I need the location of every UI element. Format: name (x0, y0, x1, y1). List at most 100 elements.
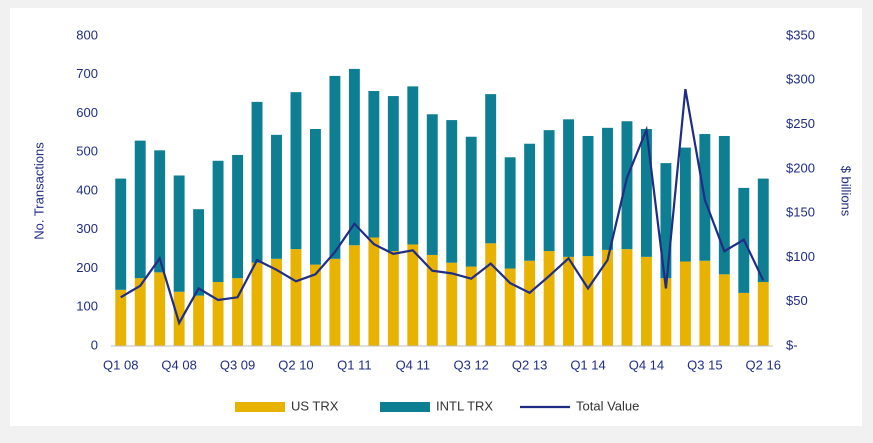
bar-segment (621, 249, 633, 346)
bar-segment (134, 278, 146, 346)
bar-segment (348, 68, 360, 246)
y-tick-label: 500 (76, 144, 98, 159)
bar-segment (251, 262, 263, 346)
bar-segment (387, 251, 399, 346)
bar-segment (212, 282, 224, 346)
x-tick-label: Q4 11 (396, 357, 430, 372)
bar-segment (407, 244, 419, 346)
x-tick-label: Q1 14 (570, 357, 605, 372)
bar-segment (193, 209, 205, 296)
bar-segment (485, 94, 497, 244)
x-tick-label: Q1 08 (103, 357, 138, 372)
bar-segment (446, 262, 458, 346)
bar-segment (232, 154, 244, 279)
bar-segment (602, 249, 613, 346)
bar-segment (738, 292, 750, 346)
bar-segment (465, 266, 477, 346)
bar-segment (290, 249, 302, 346)
x-tick-label: Q4 14 (629, 357, 664, 372)
bar-segment (193, 295, 205, 346)
bar-segment (718, 274, 730, 346)
legend-label: US TRX (291, 398, 339, 413)
x-tick-label: Q2 13 (512, 357, 547, 372)
bar-segment (524, 260, 536, 346)
x-tick-label: Q3 15 (687, 357, 722, 372)
bar-segment (309, 264, 321, 346)
bar-segment (602, 127, 613, 250)
legend-swatch (380, 402, 430, 412)
bar-segment (115, 178, 127, 290)
y2-tick-label: $200 (786, 160, 815, 175)
bar-segment (718, 135, 730, 275)
x-tick-label: Q1 11 (337, 357, 371, 372)
y2-tick-label: $300 (786, 72, 815, 87)
y2-tick-label: $- (786, 337, 798, 352)
bar-segment (251, 101, 263, 263)
bar-segment (543, 251, 555, 346)
y2-tick-label: $100 (786, 249, 815, 264)
bar-segment (524, 143, 536, 261)
y-axis-label: No. Transactions (31, 142, 46, 240)
bar-segment (154, 150, 166, 273)
y-tick-label: 800 (76, 27, 98, 42)
x-tick-label: Q2 16 (746, 357, 781, 372)
bar-segment (309, 129, 321, 265)
y2-axis-label: $ billions (839, 166, 854, 217)
bar-segment (582, 135, 594, 257)
bar-segment (329, 75, 341, 259)
y-tick-label: 600 (76, 105, 98, 120)
y2-tick-label: $250 (786, 116, 815, 131)
x-tick-label: Q2 10 (278, 357, 313, 372)
bar-segment (504, 157, 516, 269)
bar-segment (679, 261, 691, 346)
bar-segment (757, 178, 769, 283)
bar-segment (446, 120, 458, 263)
bar-segment (660, 278, 672, 346)
bar-segment (660, 163, 672, 279)
bar-segment (368, 91, 380, 238)
x-tick-label: Q4 08 (161, 357, 196, 372)
bar-segment (115, 289, 127, 346)
bar-segment (232, 278, 244, 346)
bar-segment (426, 254, 438, 346)
bar-segment (368, 237, 380, 346)
bar-segment (348, 245, 360, 346)
y-tick-label: 700 (76, 66, 98, 81)
bar-segment (679, 147, 691, 262)
bar-segment (407, 86, 419, 245)
y2-tick-label: $150 (786, 205, 815, 220)
bar-segment (485, 243, 497, 346)
bar-segment (387, 96, 399, 252)
bar-segment (640, 129, 652, 257)
bar-segment (173, 291, 185, 346)
bar-segment (543, 130, 555, 252)
y-tick-label: 400 (76, 182, 98, 197)
y-tick-label: 0 (91, 337, 98, 352)
bar-segment (563, 256, 575, 346)
x-tick-label: Q3 09 (220, 357, 255, 372)
bar-segment (426, 114, 438, 255)
y-tick-label: 100 (76, 299, 98, 314)
bar-segment (154, 272, 166, 346)
legend-label: INTL TRX (436, 398, 493, 413)
legend-swatch (235, 402, 285, 412)
bar-segment (290, 92, 302, 250)
legend-label: Total Value (576, 398, 639, 413)
y2-tick-label: $50 (786, 293, 808, 308)
y-tick-label: 300 (76, 221, 98, 236)
bar-segment (134, 140, 146, 279)
bar-segment (563, 119, 575, 257)
bar-segment (329, 258, 341, 346)
bar-segment (504, 268, 516, 346)
bar-segment (699, 260, 711, 346)
bar-segment (212, 160, 224, 283)
y2-tick-label: $350 (786, 27, 815, 42)
bar-segment (757, 282, 769, 346)
y-tick-label: 200 (76, 260, 98, 275)
x-tick-label: Q3 12 (453, 357, 488, 372)
bar-segment (465, 136, 477, 267)
bar-segment (582, 256, 594, 346)
bar-segment (173, 175, 185, 292)
bar-segment (621, 121, 633, 250)
